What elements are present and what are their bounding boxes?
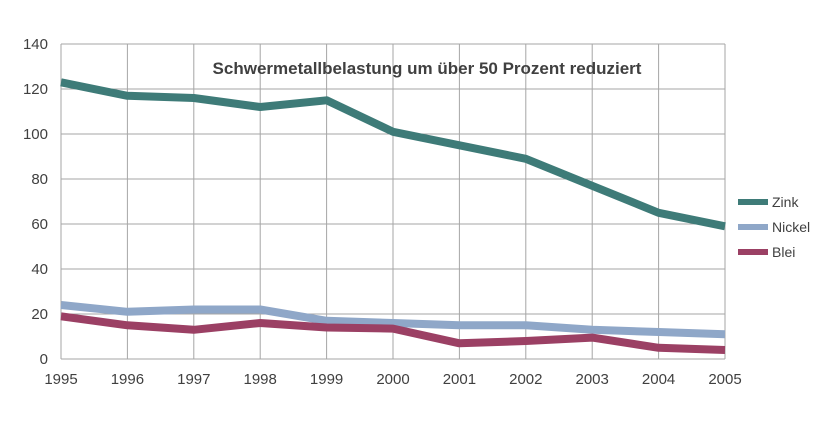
y-tick-label: 20	[31, 306, 48, 323]
y-tick-label: 140	[23, 36, 48, 53]
legend-label-nickel: Nickel	[772, 219, 810, 235]
x-tick-label: 1995	[44, 371, 77, 388]
x-tick-label: 2002	[509, 371, 542, 388]
legend: Zink Nickel Blei	[738, 194, 810, 260]
x-tick-label: 2005	[708, 371, 741, 388]
y-tick-label: 120	[23, 81, 48, 98]
y-axis-tick-labels: 0 20 40 60 80 100 120 140	[23, 36, 48, 368]
y-tick-label: 40	[31, 261, 48, 278]
chart-title: Schwermetallbelastung um über 50 Prozent…	[213, 59, 642, 78]
y-tick-label: 100	[23, 126, 48, 143]
y-tick-label: 80	[31, 171, 48, 188]
x-axis-tick-labels: 1995 1996 1997 1998 1999 2000 2001 2002 2003 2004…	[44, 371, 741, 388]
x-tick-label: 1998	[244, 371, 277, 388]
legend-label-zink: Zink	[772, 194, 799, 210]
y-tick-label: 60	[31, 216, 48, 233]
y-tick-label: 0	[40, 351, 48, 368]
x-tick-label: 2001	[443, 371, 476, 388]
x-tick-label: 1997	[177, 371, 210, 388]
x-tick-label: 2004	[642, 371, 675, 388]
x-tick-label: 1996	[111, 371, 144, 388]
x-tick-label: 2003	[576, 371, 609, 388]
x-tick-label: 2000	[376, 371, 409, 388]
legend-label-blei: Blei	[772, 244, 795, 260]
x-tick-label: 1999	[310, 371, 343, 388]
